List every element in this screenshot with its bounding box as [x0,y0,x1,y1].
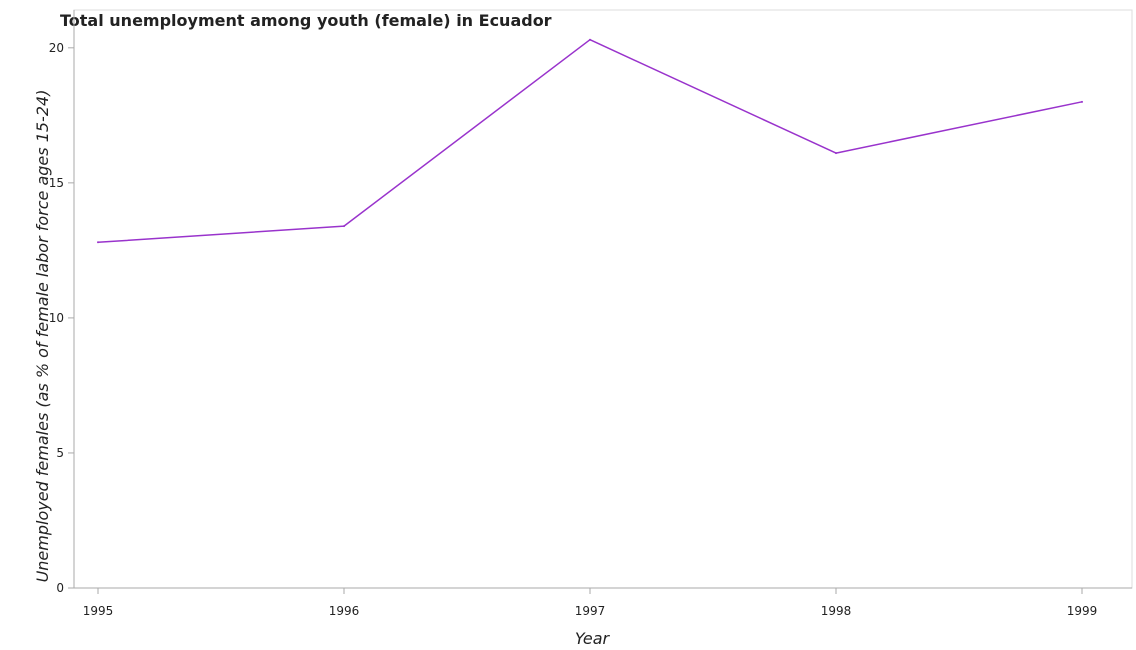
series-line [98,40,1082,243]
plot-frame [74,10,1132,588]
x-axis-label: Year [575,629,611,648]
y-tick-label: 5 [56,446,64,460]
y-tick-label: 10 [49,311,64,325]
series [97,39,1083,244]
y-tick-label: 0 [56,581,64,595]
chart-title: Total unemployment among youth (female) … [60,11,552,30]
x-tick-label: 1999 [1067,604,1098,618]
axes [74,10,1132,588]
data-point [97,241,99,243]
ticks: 0 5 10 15 20 1995 1996 1997 1998 1999 [49,41,1098,618]
y-axis-label: Unemployed females (as % of female labor… [33,90,52,583]
x-tick-label: 1998 [821,604,852,618]
x-tick-label: 1997 [575,604,606,618]
data-point [835,152,837,154]
y-tick-label: 15 [49,176,64,190]
data-point [1081,101,1083,103]
x-tick-label: 1996 [329,604,360,618]
x-tick-label: 1995 [83,604,114,618]
data-point [589,39,591,41]
y-tick-label: 20 [49,41,64,55]
data-point [343,225,345,227]
